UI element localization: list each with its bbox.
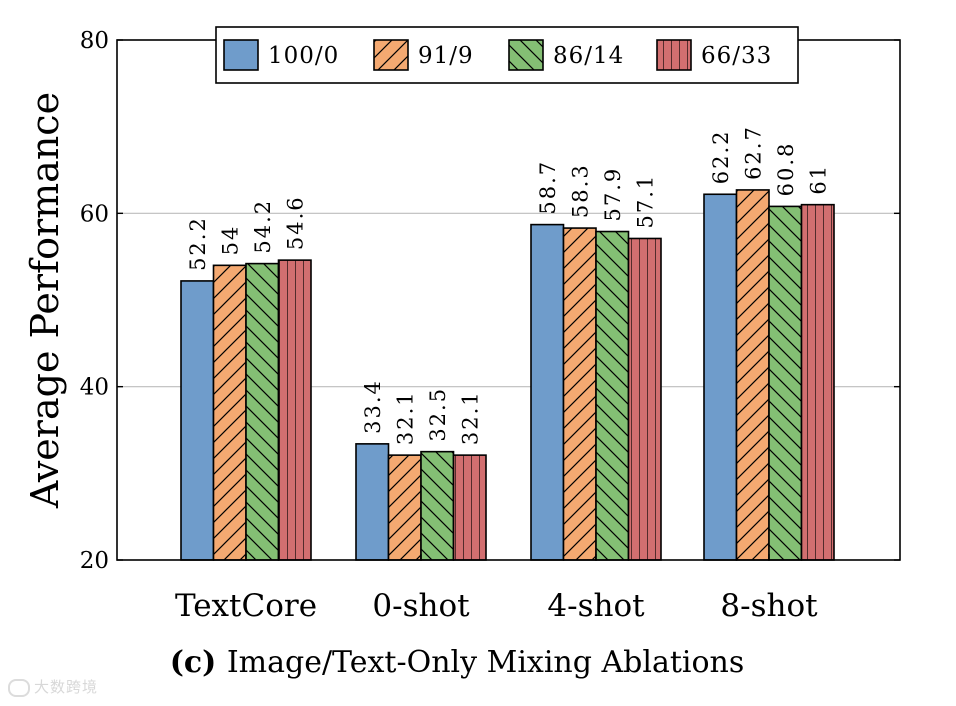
bar-100-0-0-shot [355, 443, 390, 561]
data-label: 54 [219, 225, 243, 256]
data-label: 57.9 [601, 167, 625, 222]
bar-100-0-textcore [180, 280, 215, 561]
watermark-text: 大数跨境 [34, 678, 99, 696]
figure-caption: (c) Image/Text-Only Mixing Ablations [170, 645, 745, 680]
legend: 100/0 91/9 86/14 66/33 [215, 26, 799, 84]
data-label: 54.2 [251, 199, 275, 254]
data-label: 62.2 [709, 130, 733, 185]
y-axis-ticks: 20 40 60 80 [80, 28, 900, 574]
caption-label: (c) [170, 645, 227, 680]
data-label: 33.4 [361, 379, 385, 434]
legend-label: 100/0 [268, 43, 339, 69]
bar-86-14-textcore [245, 262, 280, 561]
legend-label: 66/33 [701, 43, 772, 69]
legend-label: 86/14 [553, 43, 624, 69]
watermark-logo-icon [8, 678, 30, 697]
data-label: 61 [807, 164, 831, 195]
data-label: 58.7 [536, 160, 560, 215]
bar-86-14-4-shot [595, 230, 630, 561]
data-label: 32.5 [426, 387, 450, 442]
x-tick-label: 8-shot [720, 588, 818, 624]
bar-91-9-0-shot [387, 454, 422, 561]
bar-91-9-textcore [212, 264, 247, 561]
legend-swatch [508, 39, 544, 71]
value-labels: 52.2 54 54.2 54.6 33.4 32.1 32.5 32.1 58.7 58.3 57… [186, 125, 831, 445]
y-tick-label: 60 [80, 201, 109, 227]
bar-66-33-8-shot [800, 203, 835, 561]
bars [180, 189, 835, 561]
data-label: 57.1 [634, 174, 658, 229]
y-axis-label: Average Performance [23, 92, 67, 509]
bar-66-33-0-shot [452, 454, 487, 561]
legend-swatch [656, 39, 692, 71]
data-label: 54.6 [284, 195, 308, 250]
x-tick-label: 4-shot [547, 588, 645, 624]
legend-swatch [373, 39, 409, 71]
legend-swatch [223, 39, 259, 71]
y-tick-label: 40 [80, 375, 109, 401]
y-tick-label: 80 [80, 28, 109, 54]
y-tick-label: 20 [80, 548, 109, 574]
data-label: 58.3 [569, 163, 593, 218]
bar-66-33-textcore [277, 259, 312, 561]
data-label: 52.2 [186, 216, 210, 271]
data-label: 32.1 [459, 390, 483, 445]
bar-66-33-4-shot [627, 237, 662, 561]
bar-91-9-4-shot [562, 227, 597, 561]
legend-box [215, 26, 799, 84]
bar-86-14-8-shot [768, 205, 803, 561]
legend-label: 91/9 [418, 43, 474, 69]
bar-100-0-8-shot [703, 193, 738, 561]
watermark: 大数跨境 [8, 676, 98, 697]
data-label: 32.1 [394, 390, 418, 445]
data-label: 60.8 [774, 142, 798, 197]
x-tick-label: 0-shot [372, 588, 470, 624]
x-tick-label: TextCore [175, 588, 317, 624]
bar-86-14-0-shot [420, 450, 455, 561]
caption-text: Image/Text-Only Mixing Ablations [227, 645, 744, 680]
x-axis-ticks: TextCore 0-shot 4-shot 8-shot [175, 40, 818, 624]
bar-91-9-8-shot [735, 189, 770, 561]
bar-100-0-4-shot [530, 223, 565, 561]
data-label: 62.7 [742, 125, 766, 180]
